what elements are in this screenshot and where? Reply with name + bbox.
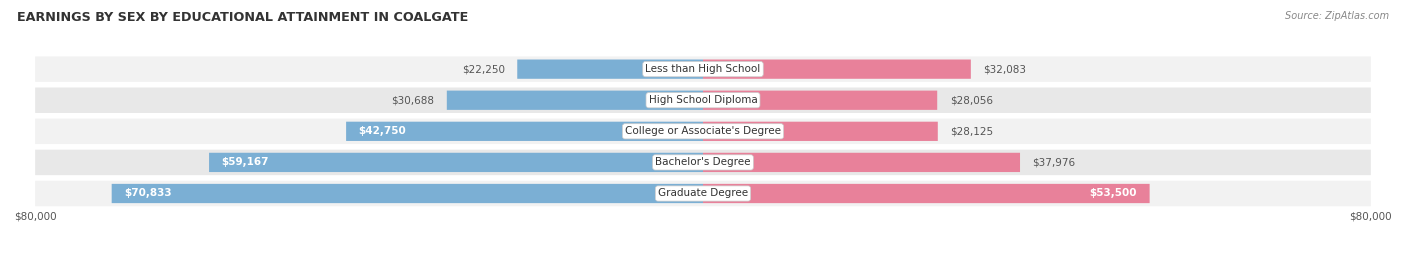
Text: Less than High School: Less than High School [645, 64, 761, 74]
FancyBboxPatch shape [703, 184, 1150, 203]
Text: Source: ZipAtlas.com: Source: ZipAtlas.com [1285, 11, 1389, 21]
Text: $42,750: $42,750 [359, 126, 406, 136]
FancyBboxPatch shape [35, 87, 1371, 113]
Text: $32,083: $32,083 [983, 64, 1026, 74]
FancyBboxPatch shape [703, 91, 938, 110]
Text: $70,833: $70,833 [124, 188, 172, 199]
Text: $28,125: $28,125 [950, 126, 994, 136]
FancyBboxPatch shape [35, 150, 1371, 175]
Text: High School Diploma: High School Diploma [648, 95, 758, 105]
FancyBboxPatch shape [35, 118, 1371, 144]
Legend: Male, Female: Male, Female [647, 265, 759, 268]
FancyBboxPatch shape [517, 59, 703, 79]
Text: $30,688: $30,688 [391, 95, 434, 105]
FancyBboxPatch shape [703, 59, 970, 79]
FancyBboxPatch shape [35, 56, 1371, 82]
Text: College or Associate's Degree: College or Associate's Degree [626, 126, 780, 136]
Text: Graduate Degree: Graduate Degree [658, 188, 748, 199]
FancyBboxPatch shape [703, 122, 938, 141]
Text: $59,167: $59,167 [222, 157, 269, 168]
Text: Bachelor's Degree: Bachelor's Degree [655, 157, 751, 168]
Text: $28,056: $28,056 [949, 95, 993, 105]
Text: $22,250: $22,250 [461, 64, 505, 74]
FancyBboxPatch shape [209, 153, 703, 172]
Text: $53,500: $53,500 [1090, 188, 1137, 199]
FancyBboxPatch shape [703, 153, 1019, 172]
FancyBboxPatch shape [35, 181, 1371, 206]
FancyBboxPatch shape [111, 184, 703, 203]
FancyBboxPatch shape [447, 91, 703, 110]
Text: $37,976: $37,976 [1032, 157, 1076, 168]
FancyBboxPatch shape [346, 122, 703, 141]
Text: EARNINGS BY SEX BY EDUCATIONAL ATTAINMENT IN COALGATE: EARNINGS BY SEX BY EDUCATIONAL ATTAINMEN… [17, 11, 468, 24]
